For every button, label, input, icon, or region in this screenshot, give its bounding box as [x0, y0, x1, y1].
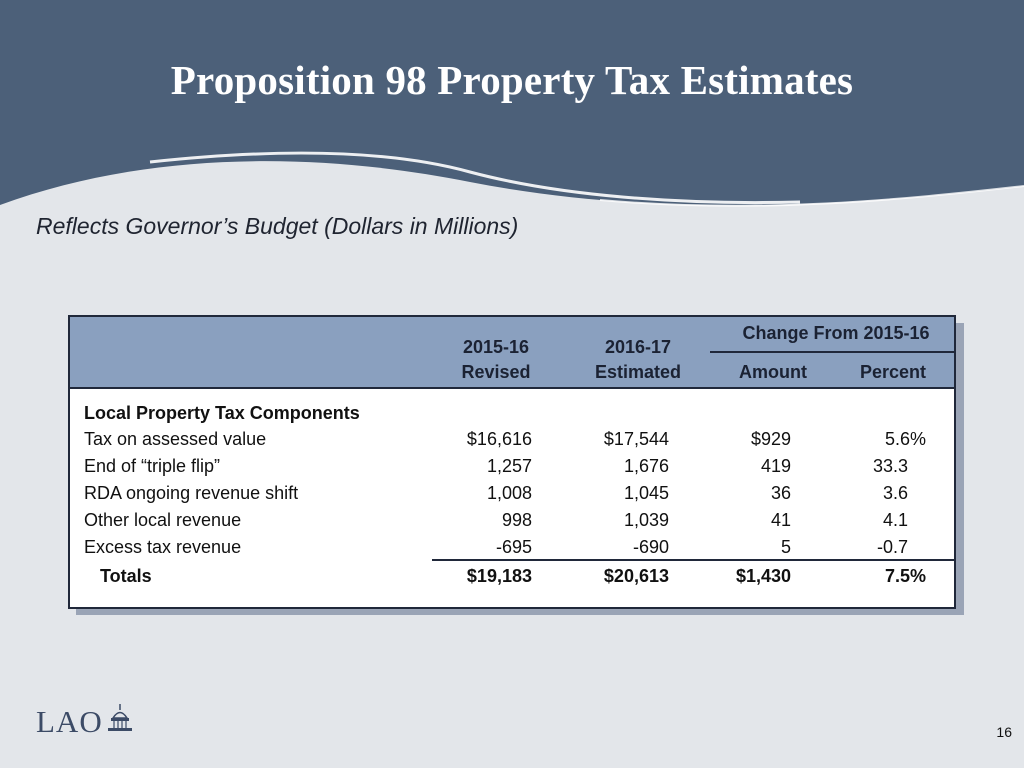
row-revised: -695 — [495, 537, 532, 557]
header-estimated: 2016-17 Estimated — [570, 335, 706, 385]
header-percent: Percent — [859, 362, 927, 382]
header-revised: 2015-16 Revised — [432, 335, 560, 385]
row-revised: $16,616 — [466, 429, 532, 449]
table-row: Other local revenue 998 1,039 41 4.1 — [70, 510, 954, 537]
slide-title: Proposition 98 Property Tax Estimates — [170, 57, 854, 103]
row-percent: 5.6% — [884, 429, 926, 449]
row-estimated: -690 — [632, 537, 669, 557]
table-row: RDA ongoing revenue shift 1,008 1,045 36… — [70, 483, 954, 510]
property-tax-table: 2015-16 Revised 2016-17 Estimated Change… — [68, 315, 956, 609]
row-label: Other local revenue — [84, 510, 242, 530]
row-estimated: 1,045 — [623, 483, 669, 503]
totals-row: Totals $19,183 $20,613 $1,430 7.5% — [70, 566, 954, 593]
lao-logo: LAO — [36, 702, 133, 740]
row-label: Excess tax revenue — [84, 537, 242, 557]
row-percent: 33.3 — [872, 456, 908, 476]
row-amount: $929 — [750, 429, 791, 449]
section-label: Local Property Tax Components — [84, 403, 360, 423]
totals-percent: 7.5% — [884, 566, 926, 586]
row-amount: 36 — [770, 483, 791, 503]
row-percent: -0.7 — [876, 537, 908, 557]
header-estimated-year: 2016-17 — [604, 337, 672, 357]
header-revised-year: 2015-16 — [462, 337, 530, 357]
header-band — [0, 0, 1024, 207]
slide-subtitle: Reflects Governor’s Budget (Dollars in M… — [36, 213, 519, 239]
table-row: End of “triple flip” 1,257 1,676 419 33.… — [70, 456, 954, 483]
row-amount: 419 — [760, 456, 791, 476]
row-estimated: $17,544 — [603, 429, 669, 449]
row-estimated: 1,676 — [623, 456, 669, 476]
totals-estimated: $20,613 — [603, 566, 669, 586]
totals-label: Totals — [100, 566, 152, 586]
header-change-rule — [710, 351, 954, 353]
row-label: Tax on assessed value — [84, 429, 267, 449]
totals-revised: $19,183 — [466, 566, 532, 586]
table-row: Tax on assessed value $16,616 $17,544 $9… — [70, 429, 954, 456]
row-label: End of “triple flip” — [84, 456, 221, 476]
page-number: 16 — [996, 724, 1012, 740]
logo-text: LAO — [36, 704, 103, 739]
header-amount: Amount — [739, 362, 807, 382]
row-amount: 41 — [770, 510, 791, 530]
row-revised: 998 — [501, 510, 532, 530]
row-revised: 1,008 — [486, 483, 532, 503]
table-row: Excess tax revenue -695 -690 5 -0.7 — [70, 537, 954, 564]
table-header: 2015-16 Revised 2016-17 Estimated Change… — [70, 317, 954, 389]
totals-rule — [432, 559, 954, 561]
header-estimated-label: Estimated — [594, 362, 682, 382]
row-percent: 3.6 — [882, 483, 908, 503]
header-change-group: Change From 2015-16 — [742, 323, 930, 343]
row-estimated: 1,039 — [623, 510, 669, 530]
row-percent: 4.1 — [882, 510, 908, 530]
totals-amount: $1,430 — [735, 566, 791, 586]
header-revised-label: Revised — [461, 362, 531, 382]
capitol-dome-icon — [108, 704, 133, 731]
row-label: RDA ongoing revenue shift — [84, 483, 299, 503]
row-revised: 1,257 — [486, 456, 532, 476]
row-amount: 5 — [780, 537, 791, 557]
